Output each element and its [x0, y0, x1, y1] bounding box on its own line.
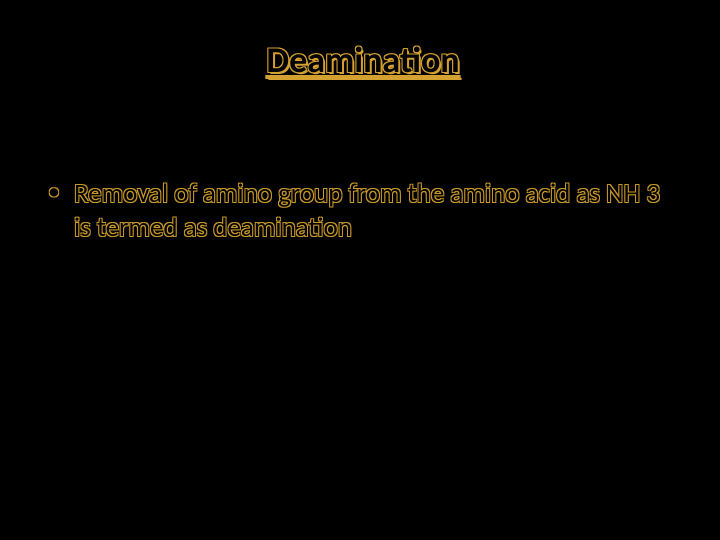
slide-container: Deamination • Removal of amino group fro…	[0, 0, 720, 540]
slide-title-wrapper: Deamination	[40, 38, 680, 82]
bullet-text: Removal of amino group from the amino ac…	[74, 177, 680, 245]
slide-content: • Removal of amino group from the amino …	[40, 177, 680, 245]
slide-title: Deamination	[260, 38, 459, 82]
bullet-marker-icon: •	[48, 177, 60, 207]
bullet-item: • Removal of amino group from the amino …	[40, 177, 680, 245]
